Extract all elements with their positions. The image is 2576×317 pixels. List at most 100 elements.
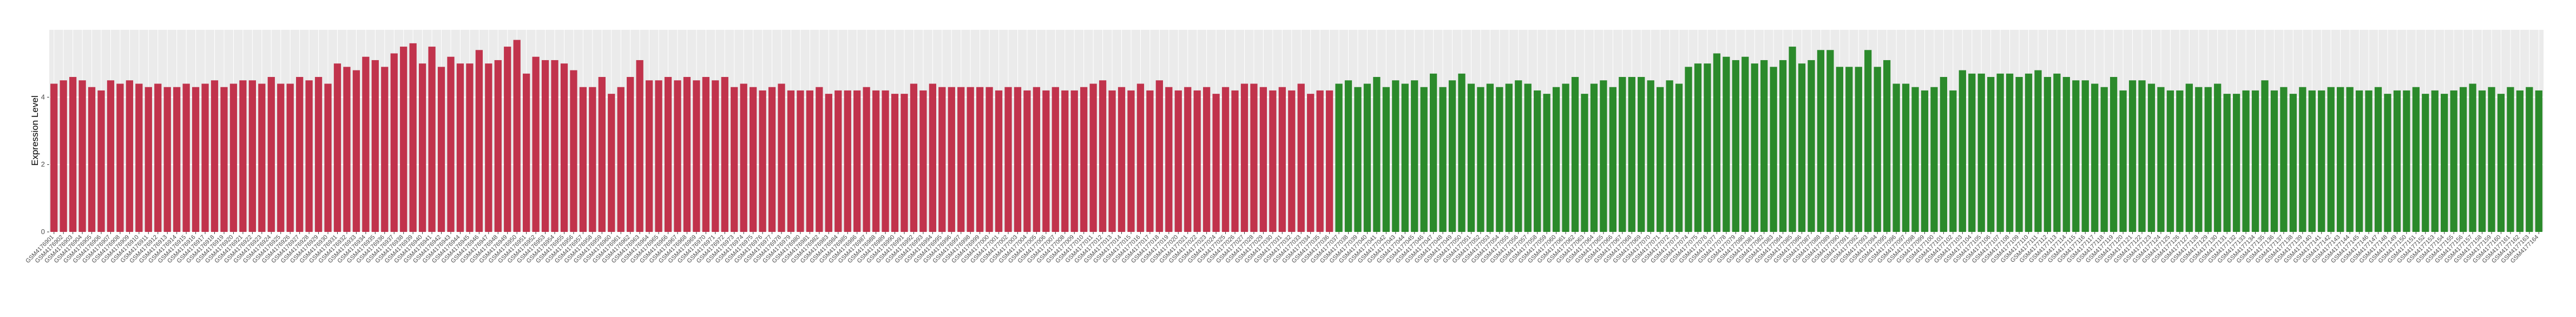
bar	[787, 90, 795, 232]
bar	[1524, 83, 1532, 232]
bar	[1278, 87, 1286, 232]
bar	[1089, 83, 1097, 232]
bar	[1543, 94, 1550, 232]
bar	[759, 90, 766, 232]
bar	[1354, 87, 1362, 232]
bar	[929, 83, 936, 232]
bar	[645, 80, 653, 232]
bar	[2441, 94, 2448, 232]
bar	[1770, 67, 1777, 232]
bar	[88, 87, 96, 232]
panel	[49, 30, 2544, 232]
bar	[863, 87, 870, 232]
bar	[1373, 77, 1381, 232]
bar	[296, 77, 304, 232]
bar	[1221, 87, 1230, 232]
bar	[428, 47, 436, 232]
bar	[362, 56, 370, 232]
bar	[1231, 90, 1239, 232]
bar	[1411, 80, 1418, 232]
bar	[220, 87, 228, 232]
bar	[1515, 80, 1522, 232]
bar	[258, 83, 266, 232]
bar	[1033, 87, 1041, 232]
bar	[806, 90, 814, 232]
bar	[1581, 94, 1588, 232]
bar	[853, 90, 861, 232]
bar	[608, 94, 615, 232]
bar	[901, 94, 908, 232]
bar	[1014, 87, 1022, 232]
bar	[390, 53, 398, 232]
bar	[655, 80, 662, 232]
bar	[2450, 90, 2457, 232]
bar	[2081, 80, 2089, 232]
bar	[1977, 73, 1985, 232]
bar	[598, 77, 606, 232]
bar	[2091, 83, 2099, 232]
bar	[135, 83, 143, 232]
bar	[570, 70, 577, 232]
bar	[1562, 83, 1569, 232]
bar	[1864, 50, 1872, 232]
bar	[2110, 77, 2118, 232]
y-tick-label: 0	[41, 228, 45, 236]
bar	[211, 80, 219, 232]
bar	[126, 80, 134, 232]
bar	[1685, 67, 1692, 232]
bar	[409, 43, 417, 232]
bar	[69, 77, 77, 232]
bar	[50, 83, 58, 232]
bar	[2166, 90, 2174, 232]
bar	[882, 90, 889, 232]
bar	[2469, 83, 2476, 232]
bar	[2355, 90, 2363, 232]
bar	[1666, 80, 1673, 232]
bar	[1496, 87, 1503, 232]
bar	[1259, 87, 1267, 232]
bar	[2043, 77, 2052, 232]
bar	[825, 94, 832, 232]
bar	[504, 47, 511, 232]
bar	[2034, 70, 2042, 232]
bar	[579, 87, 587, 232]
bar	[1004, 87, 1012, 232]
bar	[1968, 73, 1976, 232]
bar	[2138, 80, 2146, 232]
bar	[2157, 87, 2165, 232]
bar	[2147, 83, 2156, 232]
bar	[1070, 90, 1078, 232]
y-tick-label: 4	[41, 93, 45, 101]
bar	[768, 87, 776, 232]
bar	[2393, 90, 2401, 232]
bar	[163, 87, 171, 232]
bar	[721, 77, 728, 232]
bar	[1420, 87, 1428, 232]
bar	[1760, 60, 1768, 232]
bar	[1779, 60, 1787, 232]
bar	[2270, 90, 2278, 232]
bar	[995, 90, 1003, 232]
bar	[239, 80, 247, 232]
bar	[1930, 87, 1938, 232]
bar	[333, 63, 341, 232]
bar	[1874, 67, 1881, 232]
bar	[154, 83, 162, 232]
bar	[2204, 87, 2212, 232]
bar	[2072, 80, 2080, 232]
bar	[248, 80, 256, 232]
bar	[1052, 87, 1059, 232]
bar	[2327, 87, 2335, 232]
bar	[2232, 94, 2240, 232]
bar	[1742, 56, 1749, 232]
bar	[1789, 47, 1796, 232]
bar	[1080, 87, 1088, 232]
bar	[267, 77, 275, 232]
bar	[2507, 87, 2514, 232]
bar	[1949, 90, 1957, 232]
bar	[740, 83, 747, 232]
bar	[1808, 60, 1815, 232]
bar	[1751, 63, 1758, 232]
bar	[1392, 80, 1399, 232]
bar	[532, 56, 540, 232]
